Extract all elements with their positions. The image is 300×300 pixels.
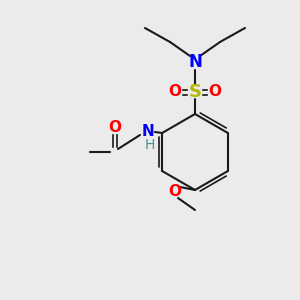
Text: N: N: [142, 124, 154, 140]
Text: H: H: [145, 138, 155, 152]
Text: O: O: [169, 184, 182, 200]
Text: O: O: [169, 85, 182, 100]
Text: O: O: [109, 121, 122, 136]
Text: N: N: [188, 53, 202, 71]
Text: S: S: [188, 83, 202, 101]
Text: O: O: [208, 85, 221, 100]
